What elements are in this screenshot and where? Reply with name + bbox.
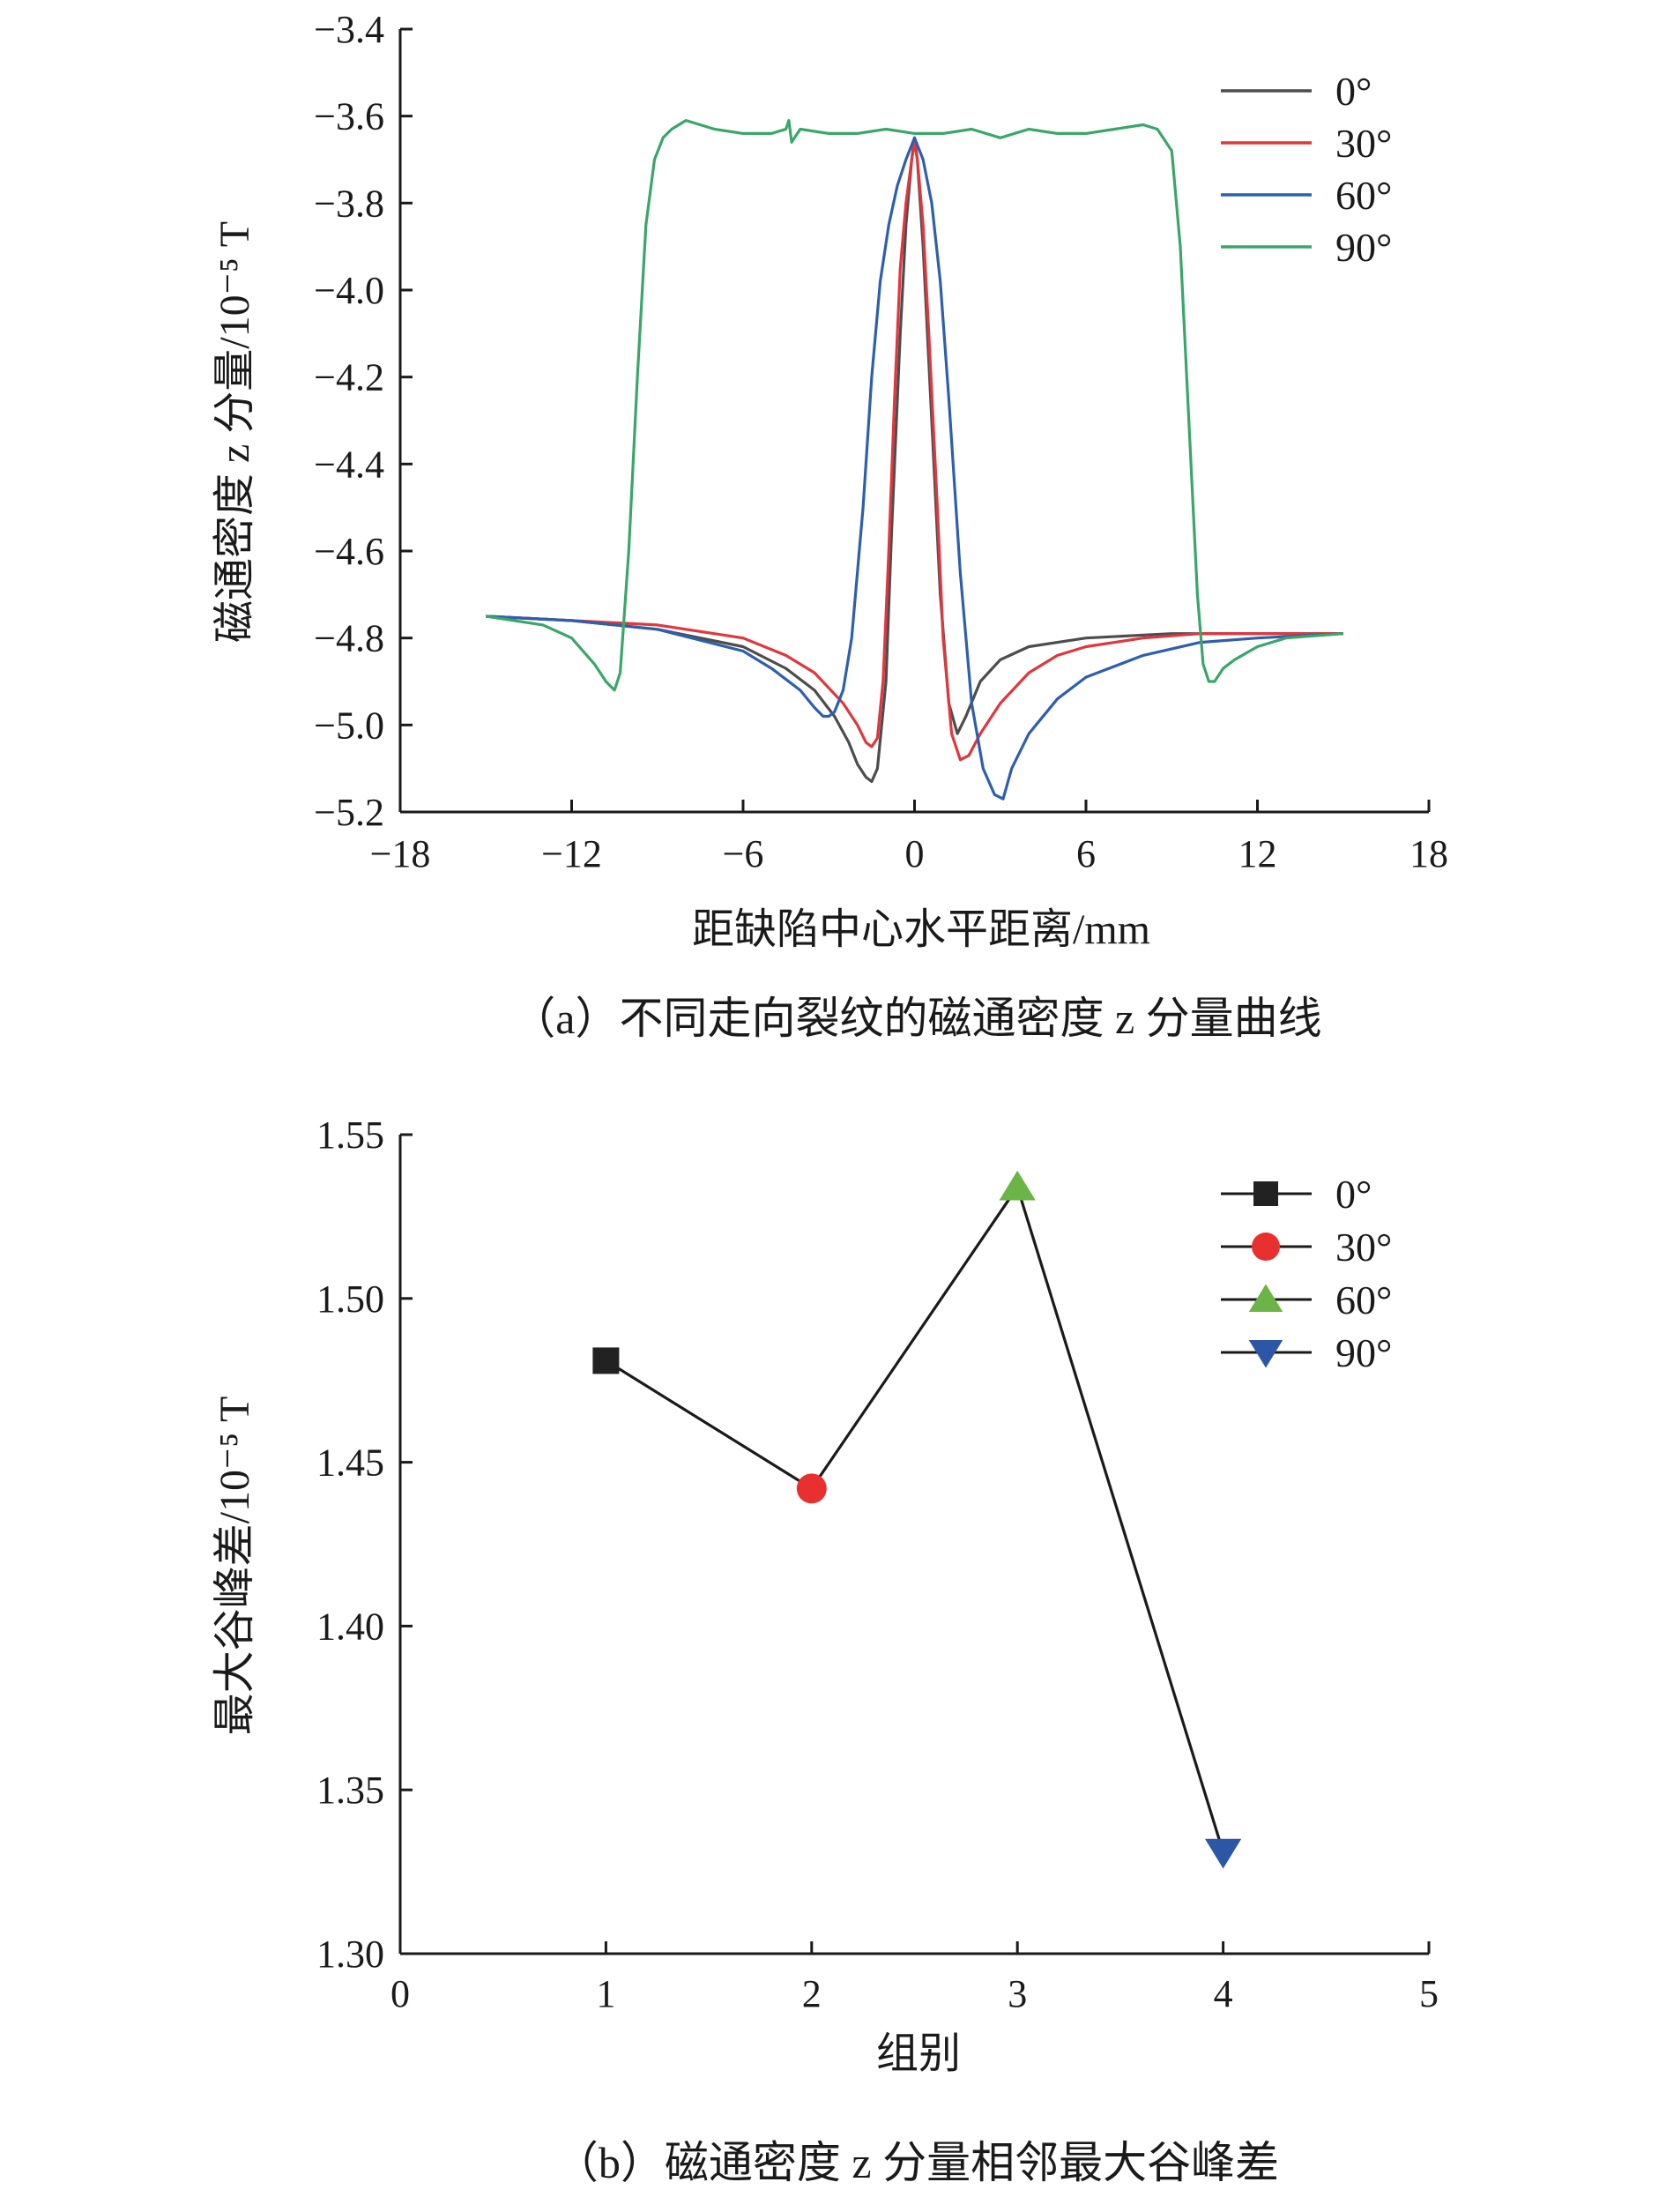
chart-a-y-tick-label: −5.2	[314, 791, 384, 834]
chart-a-ticks: −18 −12 −6 0 6 12 18 −3.4 −3.6 −3.8 −4.0 −4.2 −4.4 −4…	[314, 8, 1448, 875]
chart-b-y-tick-label: 1.50	[316, 1277, 384, 1321]
chart-b-x-tick-label: 3	[1008, 1972, 1027, 2015]
chart-a-legend: 0° 30° 60° 90°	[1221, 69, 1392, 270]
chart-b-y-tick-label: 1.45	[316, 1441, 384, 1485]
chart-b-y-tick-label: 1.30	[316, 1933, 384, 1976]
chart-b-ticks: 0 1 2 3 4 5 1.30 1.35 1.40 1.45 1.50 1.55	[316, 1113, 1439, 2015]
chart-b-y-tick-label: 1.40	[316, 1605, 384, 1648]
chart-b-x-tick-label: 5	[1419, 1972, 1439, 2015]
chart-b-caption: （b）磁通密度 z 分量相邻最大谷峰差	[554, 2138, 1279, 2187]
chart-a-x-tick-label: −6	[723, 832, 764, 875]
chart-b-y-axis-title: 最大谷峰差/10⁻⁵ T	[212, 1396, 258, 1736]
chart-a-y-tick-label: −4.2	[314, 356, 384, 399]
data-point-90deg	[1204, 1838, 1242, 1869]
legend-label-90deg: 90°	[1335, 1330, 1392, 1375]
legend-label-0deg: 0°	[1335, 69, 1372, 114]
legend-marker-30deg	[1252, 1233, 1280, 1261]
chart-a-x-tick-label: −12	[541, 832, 602, 875]
legend-label-0deg: 0°	[1335, 1172, 1372, 1217]
chart-b-axes	[398, 1135, 1429, 1955]
chart-a-caption: （a）不同走向裂纹的磁通密度 z 分量曲线	[511, 994, 1321, 1043]
chart-a-y-tick-label: −4.8	[314, 617, 384, 660]
chart-b-series	[592, 1170, 1242, 1869]
chart-a-x-tick-label: 0	[905, 832, 925, 875]
chart-a-y-axis-title: 磁通密度 z 分量/10⁻⁵ T	[212, 221, 258, 643]
legend-marker-90deg	[1248, 1340, 1283, 1368]
series-line-30deg	[486, 140, 1343, 762]
series-line-0deg	[486, 136, 1343, 784]
chart-b-legend: 0° 30° 60° 90°	[1221, 1172, 1392, 1375]
chart-a-y-tick-label: −4.0	[314, 269, 384, 312]
chart-b-y-tick-label: 1.35	[316, 1769, 384, 1812]
chart-b-x-tick-label: 1	[596, 1972, 615, 2015]
legend-marker-60deg	[1248, 1284, 1283, 1312]
data-point-0deg	[592, 1347, 620, 1374]
chart-a-y-tick-label: −5.0	[314, 704, 384, 747]
chart-a-x-tick-label: 18	[1409, 832, 1448, 875]
chart-a-x-axis-title: 距缺陷中心水平距离/mm	[692, 906, 1150, 953]
legend-label-60deg: 60°	[1335, 173, 1392, 218]
legend-label-30deg: 30°	[1335, 1225, 1392, 1270]
chart-a: −18 −12 −6 0 6 12 18 −3.4 −3.6 −3.8 −4.0 −4.2 −4.4 −4…	[212, 8, 1448, 1043]
chart-a-y-tick-label: −3.6	[314, 95, 384, 138]
chart-b-x-tick-label: 0	[390, 1972, 410, 2015]
legend-marker-0deg	[1253, 1181, 1278, 1206]
chart-a-y-tick-label: −3.4	[314, 8, 384, 51]
chart-a-y-tick-label: −3.8	[314, 182, 384, 225]
chart-b-y-tick-label: 1.55	[316, 1113, 384, 1157]
chart-a-y-tick-label: −4.4	[314, 443, 384, 486]
chart-b: 0 1 2 3 4 5 1.30 1.35 1.40 1.45 1.50 1.55 0° 30° 60° 9…	[212, 1113, 1439, 2187]
chart-a-series	[486, 119, 1343, 801]
chart-a-y-tick-label: −4.6	[314, 530, 384, 573]
chart-b-connecting-line	[605, 1183, 1225, 1853]
legend-label-30deg: 30°	[1335, 121, 1392, 166]
chart-a-x-tick-label: 12	[1238, 832, 1277, 875]
chart-b-x-tick-label: 4	[1214, 1972, 1233, 2015]
series-line-90deg	[486, 119, 1343, 692]
chart-a-x-tick-label: 6	[1076, 832, 1096, 875]
series-line-60deg	[486, 136, 1343, 801]
data-point-30deg	[796, 1473, 827, 1504]
chart-a-x-tick-label: −18	[370, 832, 431, 875]
chart-b-x-tick-label: 2	[802, 1972, 822, 2015]
data-point-60deg	[999, 1170, 1036, 1201]
legend-label-60deg: 60°	[1335, 1277, 1392, 1322]
chart-b-x-axis-title: 组别	[876, 2030, 961, 2077]
legend-label-90deg: 90°	[1335, 225, 1392, 270]
